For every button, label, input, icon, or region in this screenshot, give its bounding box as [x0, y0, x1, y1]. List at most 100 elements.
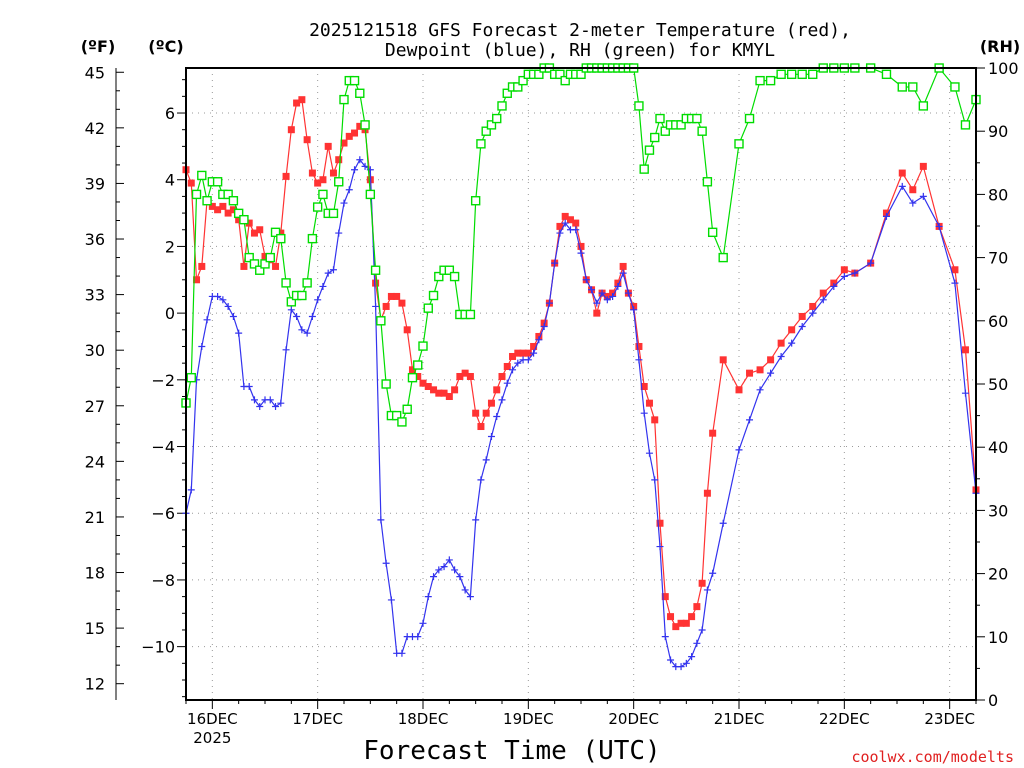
rh-tick-label: 40	[988, 438, 1008, 457]
temperature-point	[672, 623, 680, 631]
temperature-point	[382, 302, 390, 310]
temperature-point	[250, 229, 258, 237]
dewpoint-point	[472, 516, 480, 524]
temperature-point	[593, 309, 601, 317]
rh-point	[197, 170, 207, 181]
x-tick-label: 23DEC	[924, 710, 975, 728]
rh-point	[660, 126, 670, 136]
x-tick-sublabel: 2025	[193, 729, 231, 747]
dewpoint-point	[551, 259, 559, 267]
dewpoint-point	[430, 573, 438, 581]
rh-point	[650, 132, 660, 143]
dewpoint-point	[698, 626, 706, 634]
rh-point	[644, 145, 655, 155]
dewpoint-point	[735, 446, 743, 454]
temperature-point	[456, 372, 464, 380]
temperature-point	[487, 399, 495, 407]
rh-point	[376, 316, 386, 326]
temperature-point	[219, 202, 227, 210]
celsius-tick-label: −10	[141, 638, 175, 657]
rh-point	[355, 88, 365, 98]
temperature-point	[256, 226, 264, 234]
rh-point	[349, 75, 360, 86]
rh-point	[470, 196, 481, 206]
dewpoint-point	[456, 573, 464, 581]
temperature-point	[961, 346, 969, 354]
rh-point	[260, 259, 270, 269]
temperature-point	[282, 172, 290, 180]
credit-text: coolwx.com/modelts	[851, 748, 1014, 766]
dewpoint-point	[335, 229, 343, 237]
celsius-tick-label: 2	[165, 237, 175, 256]
dewpoint-point	[693, 639, 701, 647]
temperature-point	[372, 279, 380, 287]
dewpoint-point	[961, 389, 969, 397]
rh-point	[265, 252, 275, 263]
dewpoint-point	[509, 366, 517, 374]
celsius-tick-label: −4	[151, 438, 175, 457]
x-tick-label: 17DEC	[292, 710, 343, 728]
rh-point	[960, 120, 971, 130]
rh-point	[676, 120, 686, 130]
temperature-point	[746, 369, 754, 377]
temperature-point	[788, 326, 796, 334]
rh-point	[502, 88, 512, 98]
rh-tick-label: 60	[988, 312, 1008, 331]
rh-point	[360, 120, 370, 130]
temperature-point	[482, 409, 490, 417]
temperature-point	[566, 216, 574, 224]
temperature-point	[451, 386, 459, 394]
dewpoint-point	[851, 269, 859, 277]
temperature-point	[472, 409, 480, 417]
rh-point	[555, 69, 565, 80]
celsius-tick-label: 4	[165, 171, 175, 190]
temperature-point	[198, 262, 206, 270]
dewpoint-line	[185, 158, 977, 668]
rh-point	[486, 120, 497, 130]
temperature-point	[693, 603, 701, 611]
rh-point	[297, 290, 307, 301]
temperature-point	[519, 349, 527, 357]
temperature-point	[809, 302, 817, 310]
temperature-point	[393, 292, 401, 300]
rh-point	[233, 208, 244, 219]
dewpoint-point	[909, 199, 917, 207]
dewpoint-point	[656, 543, 664, 551]
rh-point	[270, 227, 281, 238]
dewpoint-point	[630, 306, 638, 314]
dewpoint-point	[503, 379, 511, 387]
rh-point	[413, 360, 423, 370]
temperature-point	[466, 372, 474, 380]
rh-tick-label: 90	[988, 122, 1008, 141]
temperature-point	[445, 393, 453, 401]
rh-point	[797, 69, 807, 80]
temperature-point	[651, 416, 659, 424]
dewpoint-point	[419, 619, 427, 627]
temperature-point	[440, 389, 448, 397]
temperature-point	[661, 593, 669, 601]
dewpoint-point	[561, 219, 569, 227]
temperature-point	[919, 162, 927, 170]
dewpoint-point	[677, 663, 685, 671]
temperature-point	[235, 216, 243, 224]
temperature-point	[819, 289, 827, 297]
dewpoint-point	[798, 322, 806, 330]
grid-lines	[186, 68, 976, 700]
celsius-tick-label: 0	[165, 304, 175, 323]
rh-point	[328, 208, 339, 219]
chart-title-line2: Dewpoint (blue), RH (green) for KMYL	[385, 40, 775, 61]
rh-point	[576, 69, 586, 80]
temperature-point	[277, 229, 285, 237]
dewpoint-point	[250, 396, 258, 404]
dewpoint-point	[424, 593, 432, 601]
fahrenheit-tick-label: 12	[85, 675, 105, 694]
temperature-point	[240, 262, 248, 270]
rh-point	[692, 113, 702, 124]
dewpoint-point	[746, 416, 754, 424]
dewpoint-point	[282, 346, 290, 354]
temperature-point	[403, 326, 411, 334]
dewpoint-point	[788, 339, 796, 347]
rh-point	[908, 82, 918, 92]
